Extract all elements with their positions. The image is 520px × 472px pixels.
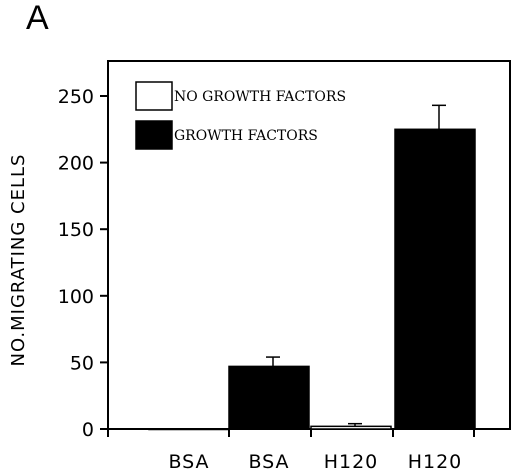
legend-swatch [135,81,173,111]
bar [148,428,230,431]
y-axis: 0 50 100 150 200 250 [58,86,108,441]
x-tick-label: BSA [248,451,289,472]
x-tick-label: BSA [168,451,209,472]
x-axis: BSA BSA H120 H120 [107,429,475,472]
panel-letter: A [26,0,49,37]
y-axis-label: NO.MIGRATING CELLS [8,154,29,367]
x-tick-label: H120 [324,451,379,472]
bar [310,425,392,430]
y-tick-label: 200 [58,153,94,175]
y-tick-label: 0 [82,419,94,441]
bar [394,128,476,430]
legend-label: NO GROWTH FACTORS [174,89,346,105]
bars [148,104,476,431]
x-tick-label: H120 [408,451,463,472]
y-tick-label: 250 [58,86,94,108]
y-tick-label: 50 [70,352,94,374]
y-tick-label: 150 [58,219,94,241]
y-tick-label: 100 [58,286,94,308]
legend: NO GROWTH FACTORS GROWTH FACTORS [135,81,346,150]
bar [228,365,310,430]
legend-label: GROWTH FACTORS [174,128,318,144]
legend-swatch [135,120,173,150]
